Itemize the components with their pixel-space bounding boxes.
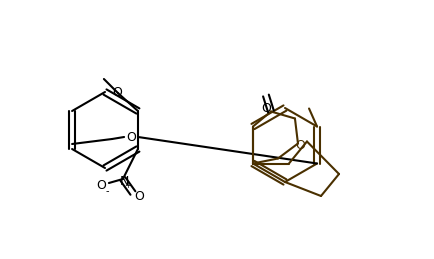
Text: O: O bbox=[112, 85, 122, 98]
Text: O: O bbox=[96, 178, 106, 191]
Text: +: + bbox=[125, 181, 132, 190]
Text: -: - bbox=[105, 186, 108, 196]
Text: O: O bbox=[261, 102, 271, 115]
Text: O: O bbox=[134, 191, 144, 204]
Text: O: O bbox=[295, 139, 305, 152]
Text: O: O bbox=[126, 131, 136, 143]
Text: N: N bbox=[120, 175, 130, 188]
